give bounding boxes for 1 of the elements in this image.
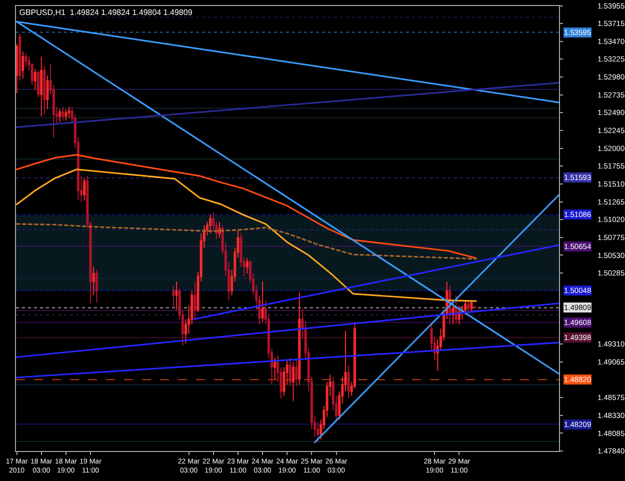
chart-title: GBPUSD,H1 1.49824 1.49824 1.49804 1.49809 <box>19 8 193 18</box>
